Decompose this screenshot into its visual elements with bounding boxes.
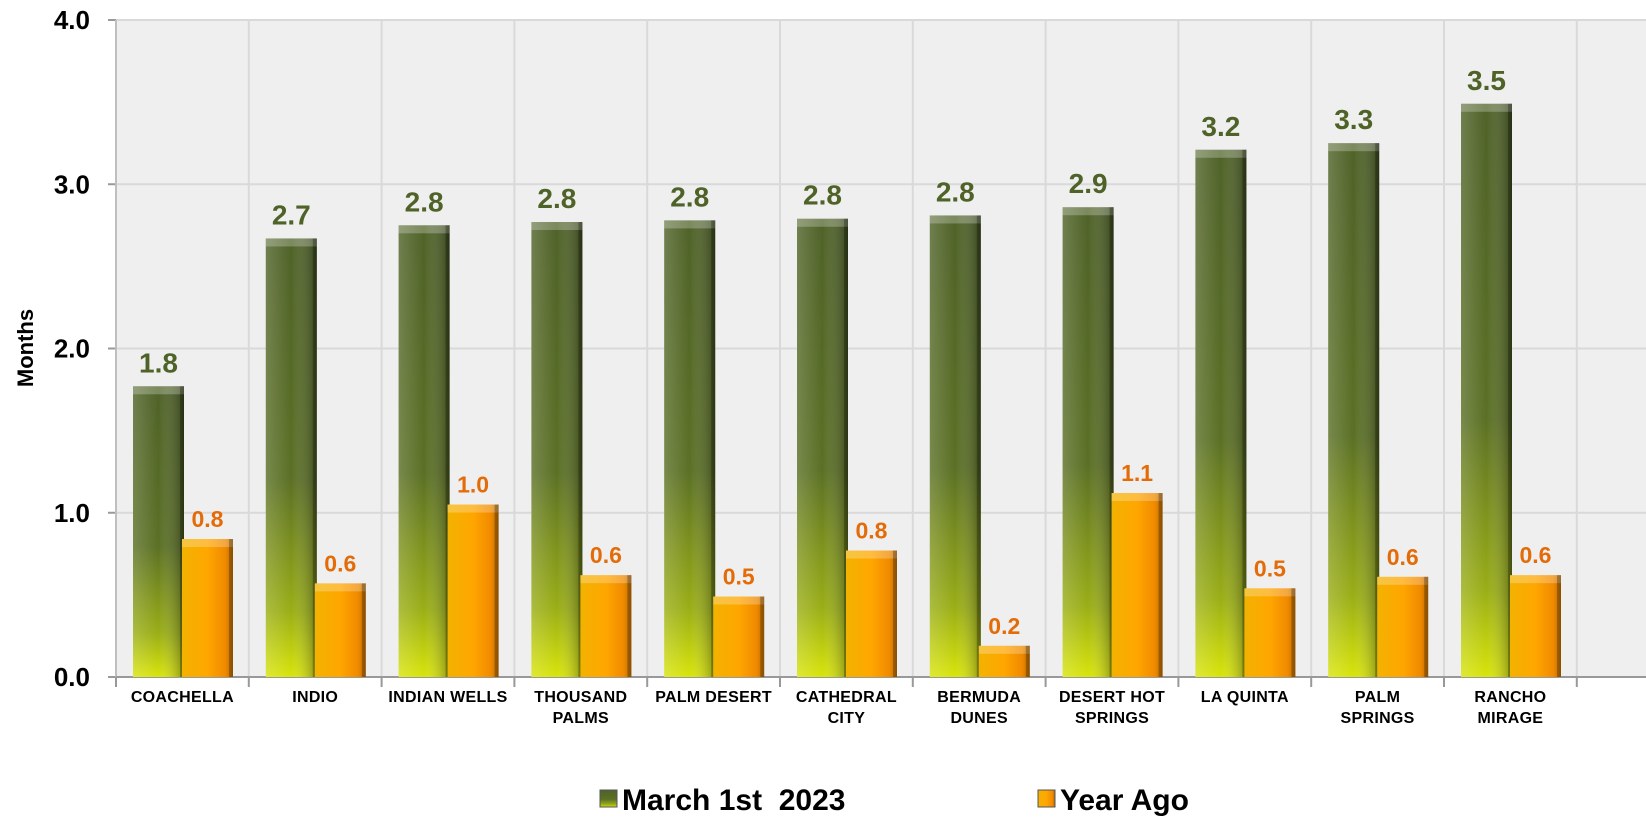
data-label-year-ago: 0.5 [723, 564, 755, 590]
data-label-year-ago: 0.8 [856, 518, 888, 544]
bar-year-ago [1377, 576, 1429, 677]
data-label-year-ago: 1.0 [457, 472, 489, 498]
x-category-label: RANCHO MIRAGE [1474, 689, 1546, 727]
bar-year-ago [314, 583, 366, 677]
data-label-year-ago: 0.6 [590, 542, 622, 568]
bar-march-2023 [1461, 103, 1512, 677]
bar-year-ago [1244, 588, 1296, 677]
x-category-label: INDIAN WELLS [388, 689, 507, 706]
data-label-year-ago: 0.8 [192, 506, 224, 532]
bar-year-ago [447, 504, 499, 677]
bars: 1.8 2.7 2.8 2.8 2.8 2.8 2.8 2.9 3.2 3.3 3.5 0.8 0.6 1… [133, 65, 1561, 677]
bar-march-2023 [1062, 207, 1114, 677]
x-category-label: INDIO [292, 689, 338, 706]
x-category-label: DESERT HOT SPRINGS [1059, 689, 1165, 727]
data-label-march-2023: 3.2 [1201, 111, 1240, 142]
legend-swatch-march-2023 [599, 789, 618, 808]
x-category-label: THOUSAND PALMS [534, 689, 627, 727]
data-label-march-2023: 2.8 [537, 183, 576, 214]
y-tick-label: 3.0 [54, 169, 90, 199]
y-tick-label: 2.0 [54, 334, 90, 364]
data-label-march-2023: 2.9 [1069, 168, 1108, 199]
x-category-label: PALM SPRINGS [1341, 689, 1415, 727]
y-tick-label: 4.0 [54, 5, 90, 35]
bar-year-ago [1111, 493, 1163, 677]
data-label-year-ago: 0.2 [988, 613, 1020, 639]
bar-march-2023 [531, 222, 583, 677]
legend-swatch-year-ago [1037, 789, 1056, 808]
bar-year-ago [846, 550, 897, 677]
x-category-label: PALM DESERT [655, 689, 772, 706]
data-label-march-2023: 1.8 [139, 347, 178, 378]
data-label-march-2023: 3.3 [1334, 104, 1373, 135]
bar-march-2023 [929, 215, 981, 677]
legend-label-march-2023: March 1st 2023 [622, 784, 845, 817]
bar-march-2023 [398, 225, 450, 677]
bar-march-2023 [1328, 143, 1380, 677]
data-label-year-ago: 0.6 [324, 550, 356, 576]
data-label-year-ago: 1.1 [1121, 460, 1153, 486]
data-label-march-2023: 3.5 [1467, 65, 1506, 96]
bar-year-ago [978, 645, 1030, 677]
bar-march-2023 [664, 220, 716, 677]
data-label-year-ago: 0.5 [1254, 555, 1286, 581]
bar-march-2023 [797, 218, 848, 677]
y-axis-label: Months [13, 309, 38, 387]
x-category-label: CATHEDRAL CITY [796, 689, 897, 727]
y-tick-label: 0.0 [54, 662, 90, 692]
y-axis-ticks: 0.0 1.0 2.0 3.0 4.0 [54, 5, 90, 692]
bar-year-ago [713, 596, 765, 677]
bar-year-ago [580, 575, 632, 677]
x-category-label: BERMUDA DUNES [937, 689, 1021, 727]
legend-label-year-ago: Year Ago [1060, 784, 1189, 817]
y-tick-label: 1.0 [54, 498, 90, 528]
data-label-march-2023: 2.8 [803, 180, 842, 211]
data-label-march-2023: 2.8 [670, 181, 709, 212]
data-label-year-ago: 0.6 [1387, 544, 1419, 570]
legend: March 1st 2023 Year Ago [599, 784, 1189, 817]
data-label-year-ago: 0.6 [1520, 542, 1552, 568]
bar-march-2023 [133, 386, 184, 677]
bar-march-2023 [1195, 149, 1247, 677]
data-label-march-2023: 2.7 [272, 199, 311, 230]
x-category-label: COACHELLA [131, 689, 234, 706]
bar-year-ago [1510, 575, 1561, 677]
x-category-label: LA QUINTA [1201, 689, 1289, 706]
x-axis-categories: COACHELLA INDIO INDIAN WELLS THOUSAND PALMS P… [131, 689, 1546, 727]
bar-year-ago [182, 539, 233, 677]
data-label-march-2023: 2.8 [405, 186, 444, 217]
bar-march-2023 [265, 238, 317, 677]
data-label-march-2023: 2.8 [936, 176, 975, 207]
